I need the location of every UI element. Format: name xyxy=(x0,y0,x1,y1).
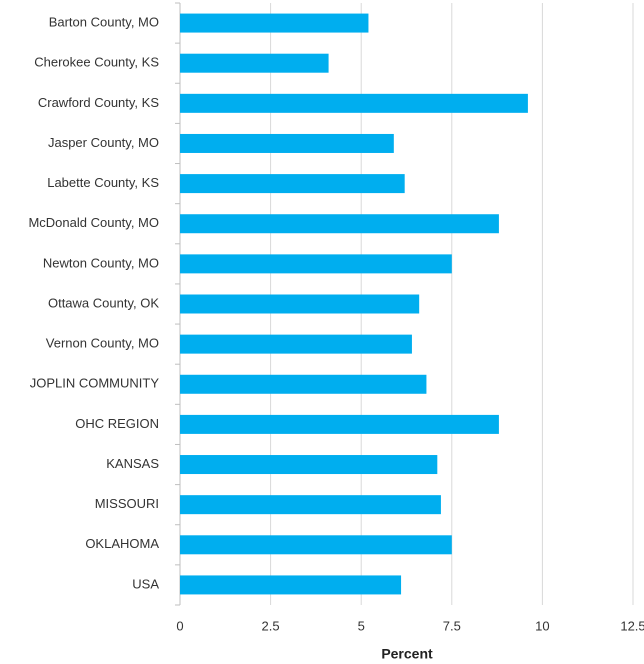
y-tick-label: OHC REGION xyxy=(75,416,159,431)
bar xyxy=(180,133,394,153)
y-tick-label: Newton County, MO xyxy=(43,255,159,270)
y-tick-label: OKLAHOMA xyxy=(85,536,159,551)
x-tick-label: 0 xyxy=(176,618,183,633)
x-tick-label: 10 xyxy=(535,618,549,633)
x-tick-label: 7.5 xyxy=(443,618,461,633)
y-tick-label: JOPLIN COMMUNITY xyxy=(30,376,160,391)
y-tick-label: Crawford County, KS xyxy=(38,95,159,110)
bar xyxy=(180,53,329,73)
y-tick-label: McDonald County, MO xyxy=(28,215,159,230)
y-tick-label: Ottawa County, OK xyxy=(48,295,159,310)
x-axis-title: Percent xyxy=(381,646,433,662)
x-tick-label: 5 xyxy=(358,618,365,633)
bar xyxy=(180,93,528,113)
y-tick-label: USA xyxy=(132,576,159,591)
bar xyxy=(180,455,438,475)
bar xyxy=(180,575,402,595)
x-tick-label: 12.5 xyxy=(620,618,644,633)
bar xyxy=(180,414,499,434)
y-tick-label: Jasper County, MO xyxy=(48,135,159,150)
y-tick-label: Labette County, KS xyxy=(47,175,159,190)
y-tick-label: MISSOURI xyxy=(95,496,159,511)
bar xyxy=(180,374,427,394)
bar xyxy=(180,254,452,274)
bar xyxy=(180,334,412,354)
bar xyxy=(180,214,499,234)
y-tick-label: Cherokee County, KS xyxy=(34,55,159,70)
bar xyxy=(180,495,441,515)
bar xyxy=(180,535,452,555)
y-tick-label: KANSAS xyxy=(106,456,159,471)
bar xyxy=(180,294,420,314)
y-tick-label: Vernon County, MO xyxy=(46,336,159,351)
x-tick-label: 2.5 xyxy=(262,618,280,633)
bar xyxy=(180,174,405,194)
bar xyxy=(180,13,369,33)
y-tick-label: Barton County, MO xyxy=(49,15,159,30)
